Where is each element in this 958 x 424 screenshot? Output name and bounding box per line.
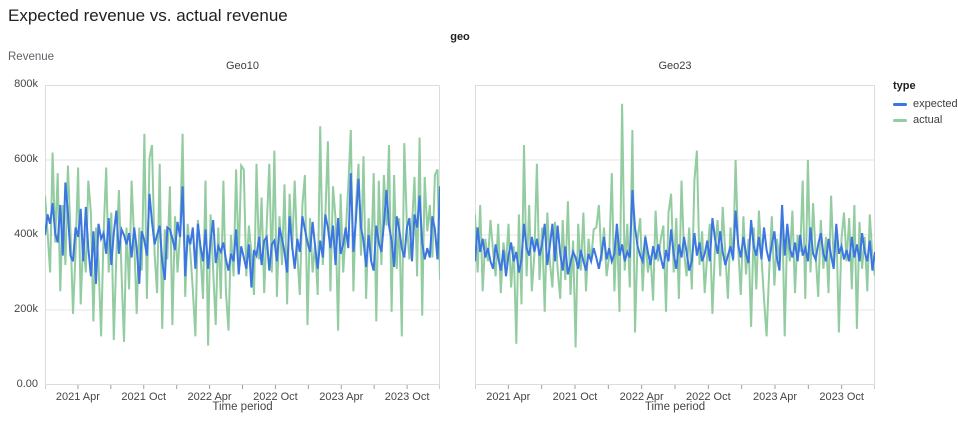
y-tick-label: 0.00 <box>16 378 38 390</box>
facet-field-label: geo <box>450 31 470 43</box>
x-axis-title-geo23: Time period <box>644 401 706 413</box>
expected-line-geo10 <box>44 173 441 288</box>
actual-line-geo23 <box>474 103 876 348</box>
panel-title-geo23: Geo23 <box>658 60 692 72</box>
legend-title: type <box>893 80 916 92</box>
page-title: Expected revenue vs. actual revenue <box>8 6 288 25</box>
legend-item-expected: expected <box>893 98 958 110</box>
x-tick-label: 2023 Oct <box>385 391 430 403</box>
plot-svg-geo23[interactable]: 2021 Apr 2021 Oct 2022 Apr 2022 Oct 2023 Apr… <box>474 85 876 423</box>
x-tick-label: 2022 Oct <box>686 391 731 403</box>
actual-line-geo10 <box>44 126 441 346</box>
legend-item-label: actual <box>913 114 943 126</box>
legend-item-label: expected <box>913 98 958 110</box>
x-axis-title-geo10: Time period <box>212 401 273 413</box>
expected-swatch-icon <box>893 102 907 106</box>
y-tick-label: 800k <box>14 78 38 90</box>
x-tick-label: 2023 Oct <box>819 391 864 403</box>
x-tick-label: 2022 Apr <box>188 391 232 403</box>
y-tick-label: 200k <box>14 303 38 315</box>
panel-title-geo10: Geo10 <box>225 60 260 72</box>
x-tick-label: 2022 Oct <box>253 391 298 403</box>
y-axis-title: Revenue <box>8 51 55 63</box>
x-tick-label: 2023 Apr <box>753 391 797 403</box>
plot-svg-geo10[interactable]: 2021 Apr 2021 Oct 2022 Apr 2022 Oct 2023 Apr… <box>44 85 441 423</box>
x-tick-label: 2023 Apr <box>319 391 363 403</box>
x-tick-label: 2021 Oct <box>553 391 598 403</box>
x-tick-label: 2021 Apr <box>56 391 100 403</box>
legend-items: expected actual <box>893 98 958 126</box>
y-tick-label: 600k <box>14 153 38 165</box>
plot-panel-geo23[interactable]: 2021 Apr 2021 Oct 2022 Apr 2022 Oct 2023 Apr… <box>474 85 876 424</box>
x-tick-label: 2021 Oct <box>121 391 166 403</box>
legend-item-actual: actual <box>893 114 958 126</box>
plot-panel-geo10[interactable]: 2021 Apr 2021 Oct 2022 Apr 2022 Oct 2023 Apr… <box>44 85 441 424</box>
expected-line-geo23 <box>474 189 876 277</box>
actual-swatch-icon <box>893 118 907 122</box>
y-tick-label: 400k <box>14 228 38 240</box>
x-tick-label: 2022 Apr <box>620 391 664 403</box>
legend: type expected actual <box>893 80 958 130</box>
x-tick-label: 2021 Apr <box>486 391 530 403</box>
